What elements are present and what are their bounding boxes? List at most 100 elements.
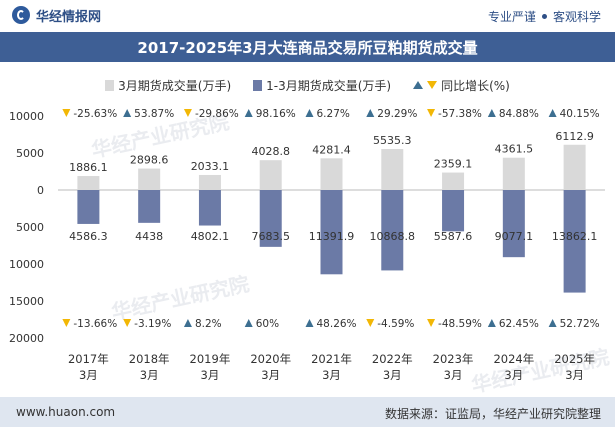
growth-marker-cumulative-up-icon — [487, 319, 496, 327]
x-tick-label-month: 3月 — [383, 368, 402, 382]
growth-label-cumulative: -3.19% — [134, 318, 171, 330]
x-tick-label: 2021年 — [311, 352, 352, 366]
data-label-cumulative: 9077.1 — [495, 230, 534, 243]
data-label-monthly: 5535.3 — [373, 134, 412, 147]
growth-label-cumulative: 52.72% — [560, 318, 600, 330]
footer: www.huaon.com 数据来源：证监局，华经产业研究院整理 — [0, 397, 615, 427]
bar-cumulative — [563, 190, 586, 293]
legend-item-growth: 同比增长(%) — [413, 76, 510, 94]
y-tick-label: 5000 — [16, 147, 44, 160]
x-tick-label: 2019年 — [190, 352, 231, 366]
growth-label-monthly: 53.87% — [134, 108, 174, 120]
x-tick-label-month: 3月 — [140, 368, 159, 382]
title-bar: 2017-2025年3月大连商品交易所豆粕期货成交量 — [0, 32, 615, 62]
growth-label-cumulative: 48.26% — [317, 318, 357, 330]
legend-item-cumulative: 1-3月期货成交量(万手) — [253, 76, 391, 94]
growth-label-cumulative: -13.66% — [73, 318, 117, 330]
x-tick-label: 2022年 — [372, 352, 413, 366]
data-label-cumulative: 5587.6 — [434, 230, 473, 243]
bar-cumulative — [138, 190, 161, 223]
top-bar: 华经情报网 专业严谨 客观科学 — [0, 0, 615, 30]
brand-name: 华经情报网 — [36, 9, 102, 25]
data-label-cumulative: 11391.9 — [309, 230, 355, 243]
growth-marker-cumulative-down-icon — [62, 319, 71, 327]
growth-marker-monthly-up-icon — [548, 109, 557, 117]
bar-monthly — [381, 149, 404, 190]
growth-label-monthly: -57.38% — [438, 108, 482, 120]
x-tick-label: 2025年 — [554, 352, 595, 366]
legend-label-growth: 同比增长(%) — [441, 78, 510, 93]
growth-label-cumulative: -4.59% — [377, 318, 414, 330]
triangle-down-icon — [427, 81, 438, 89]
x-tick-label-month: 3月 — [261, 368, 280, 382]
data-label-cumulative: 13862.1 — [552, 230, 598, 243]
x-tick-label-month: 3月 — [322, 368, 341, 382]
tagline-left: 专业严谨 — [487, 10, 536, 24]
bar-monthly — [77, 176, 100, 190]
growth-marker-monthly-up-icon — [487, 109, 496, 117]
tagline-right: 客观科学 — [552, 10, 601, 24]
x-tick-label: 2018年 — [129, 352, 170, 366]
data-label-cumulative: 10868.8 — [370, 230, 416, 243]
legend-label-monthly: 3月期货成交量(万手) — [118, 78, 232, 93]
data-label-cumulative: 4802.1 — [191, 230, 230, 243]
bar-monthly — [198, 174, 221, 190]
growth-label-monthly: -29.86% — [195, 108, 239, 120]
bar-monthly — [502, 157, 525, 190]
footer-source: 数据来源：证监局，华经产业研究院整理 — [384, 407, 601, 421]
growth-marker-cumulative-down-icon — [366, 319, 375, 327]
bar-monthly — [138, 168, 161, 190]
growth-marker-monthly-down-icon — [427, 109, 436, 117]
legend-swatch-monthly — [105, 79, 115, 91]
y-tick-label: 15000 — [9, 295, 44, 308]
x-tick-label: 2023年 — [433, 352, 474, 366]
brand[interactable]: 华经情报网 — [12, 6, 102, 25]
legend-item-monthly: 3月期货成交量(万手) — [105, 76, 231, 94]
bar-cumulative — [381, 190, 404, 271]
x-tick-label: 2024年 — [493, 352, 534, 366]
growth-marker-cumulative-up-icon — [305, 319, 314, 327]
y-tick-label: 20000 — [9, 332, 44, 345]
data-label-monthly: 4028.8 — [251, 145, 290, 158]
bar-cumulative — [77, 190, 100, 224]
chart-title: 2017-2025年3月大连商品交易所豆粕期货成交量 — [137, 38, 478, 57]
growth-label-monthly: -25.63% — [73, 108, 117, 120]
bar-cumulative — [502, 190, 525, 258]
x-tick-label-month: 3月 — [79, 368, 98, 382]
tagline: 专业严谨 客观科学 — [488, 8, 601, 25]
separator-dot-icon — [541, 14, 547, 19]
bar-monthly — [320, 158, 343, 190]
growth-marker-cumulative-up-icon — [244, 319, 253, 327]
x-tick-label: 2020年 — [250, 352, 291, 366]
growth-label-monthly: 29.29% — [377, 108, 417, 120]
y-tick-label: 10000 — [9, 258, 44, 271]
data-label-monthly: 1886.1 — [69, 161, 108, 174]
growth-label-cumulative: 8.2% — [195, 318, 222, 330]
data-label-monthly: 6112.9 — [555, 130, 594, 143]
footer-url[interactable]: www.huaon.com — [16, 405, 116, 419]
growth-label-cumulative: -48.59% — [438, 318, 482, 330]
chart-legend: 3月期货成交量(万手) 1-3月期货成交量(万手) 同比增长(%) — [0, 76, 615, 94]
x-tick-label-month: 3月 — [201, 368, 220, 382]
data-label-monthly: 2898.6 — [130, 154, 169, 167]
growth-marker-cumulative-up-icon — [183, 319, 192, 327]
growth-marker-cumulative-up-icon — [548, 319, 557, 327]
bar-monthly — [259, 160, 282, 190]
growth-marker-monthly-down-icon — [62, 109, 71, 117]
growth-marker-cumulative-down-icon — [427, 319, 436, 327]
bar-monthly — [563, 144, 586, 190]
growth-label-monthly: 84.88% — [499, 108, 539, 120]
bar-cumulative — [320, 190, 343, 275]
data-label-monthly: 4281.4 — [312, 143, 351, 156]
legend-label-cumulative: 1-3月期货成交量(万手) — [266, 78, 392, 93]
growth-marker-monthly-up-icon — [123, 109, 132, 117]
growth-label-cumulative: 60% — [256, 318, 279, 330]
data-label-cumulative: 4586.3 — [69, 230, 108, 243]
brand-logo-icon — [12, 6, 30, 24]
data-label-monthly: 4361.5 — [495, 143, 534, 156]
bar-monthly — [442, 172, 465, 190]
growth-label-monthly: 98.16% — [256, 108, 296, 120]
data-label-cumulative: 4438 — [135, 230, 163, 243]
data-label-monthly: 2359.1 — [434, 158, 473, 171]
